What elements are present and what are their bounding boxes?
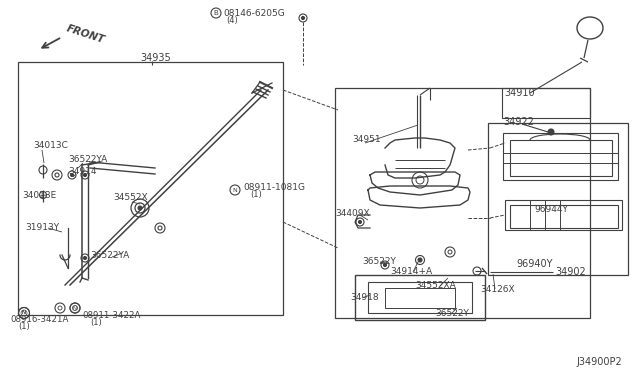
Text: 34013E: 34013E: [22, 190, 56, 199]
Bar: [385, 288, 455, 308]
Circle shape: [418, 258, 422, 262]
Text: 34409X: 34409X: [335, 209, 370, 218]
Circle shape: [301, 16, 305, 19]
Text: N: N: [22, 311, 26, 315]
Text: 34126X: 34126X: [480, 285, 515, 294]
Text: 08916-3421A: 08916-3421A: [10, 315, 68, 324]
Text: 36522YA: 36522YA: [90, 251, 129, 260]
Circle shape: [70, 173, 74, 176]
Text: 31913Y: 31913Y: [25, 222, 59, 231]
Circle shape: [83, 257, 86, 260]
Text: 34910: 34910: [504, 88, 534, 98]
Text: J34900P2: J34900P2: [576, 357, 622, 367]
Text: 08146-6205G: 08146-6205G: [223, 9, 285, 17]
Bar: [335, 88, 590, 318]
Bar: [503, 133, 618, 180]
Text: N: N: [232, 187, 237, 192]
Text: 08911-1081G: 08911-1081G: [243, 183, 305, 192]
Bar: [502, 88, 590, 118]
Bar: [510, 140, 612, 176]
Text: 34922: 34922: [503, 117, 534, 127]
Bar: [368, 282, 472, 313]
Bar: [505, 200, 622, 230]
Circle shape: [383, 263, 387, 266]
Text: B: B: [214, 10, 218, 16]
Text: N: N: [73, 305, 77, 311]
Bar: [355, 275, 485, 320]
Text: 34902: 34902: [555, 267, 586, 277]
Bar: [18, 62, 283, 315]
Text: 34918: 34918: [350, 294, 379, 302]
Text: 36522Y: 36522Y: [435, 310, 469, 318]
Circle shape: [358, 221, 362, 224]
Text: 34552XA: 34552XA: [415, 280, 456, 289]
Text: (1): (1): [18, 323, 29, 331]
Text: 34914+A: 34914+A: [390, 266, 432, 276]
Text: 08911-3422A: 08911-3422A: [82, 311, 140, 321]
Text: FRONT: FRONT: [65, 23, 106, 45]
Bar: [510, 205, 618, 228]
Text: 34013C: 34013C: [33, 141, 68, 151]
Text: N: N: [22, 311, 26, 315]
Text: 34552X: 34552X: [113, 193, 148, 202]
Text: 36522YA: 36522YA: [68, 155, 108, 164]
Circle shape: [83, 173, 86, 176]
Text: 34935: 34935: [140, 53, 171, 63]
Text: 96944Y: 96944Y: [534, 205, 568, 214]
Text: 34914: 34914: [68, 167, 97, 176]
Text: (4): (4): [226, 16, 237, 25]
Text: 36522Y: 36522Y: [362, 257, 396, 266]
Text: (1): (1): [250, 189, 262, 199]
Text: (1): (1): [90, 318, 102, 327]
Bar: [488, 123, 628, 275]
Circle shape: [548, 129, 554, 135]
Text: 96940Y: 96940Y: [516, 259, 552, 269]
Text: 34951: 34951: [352, 135, 381, 144]
Circle shape: [138, 206, 142, 210]
